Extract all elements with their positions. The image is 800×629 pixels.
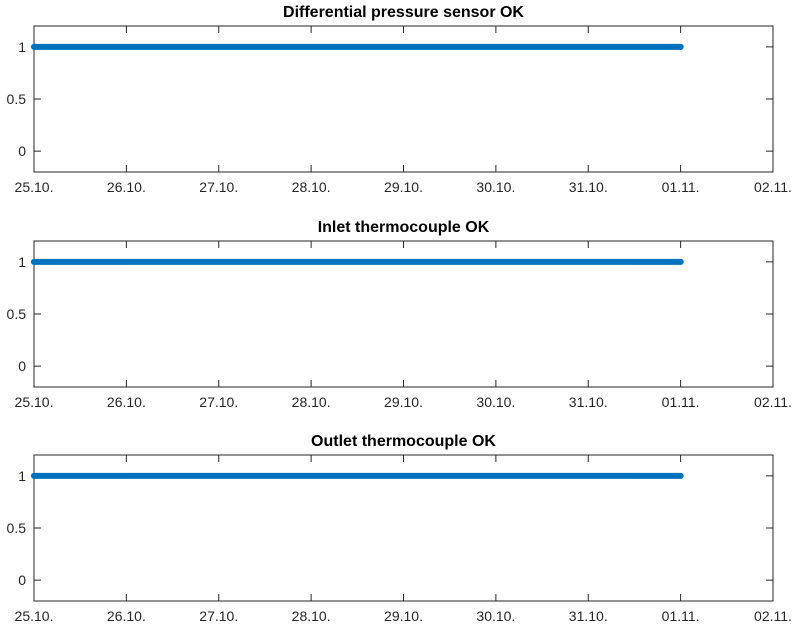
data-point (31, 43, 37, 50)
plot-frame (33, 25, 774, 173)
subplot-2: Inlet thermocouple OK 25.10. 26.10. 27.10. 2… (7, 219, 792, 410)
x-tick-label: 28.10. (292, 394, 331, 410)
x-tick-label: 31.10. (569, 394, 608, 410)
x-tick-label: 31.10. (569, 608, 608, 624)
x-tick-label: 02.11. (754, 394, 792, 410)
x-tick-label: 01.11. (662, 608, 700, 624)
y-tick-label: 0 (18, 572, 26, 588)
data-point (677, 472, 684, 479)
y-tick-label: 0 (18, 358, 26, 374)
subplot-3: Outlet thermocouple OK 25.10. 26.10. 27.10.… (7, 433, 792, 624)
data-point (31, 258, 37, 265)
plot-frame (33, 454, 774, 602)
x-tick-label: 01.11. (662, 394, 700, 410)
x-tick-label: 02.11. (754, 608, 792, 624)
x-tick-label: 02.11. (754, 179, 792, 195)
x-tick-label: 27.10. (199, 179, 238, 195)
data-point (677, 43, 684, 50)
data-point (31, 472, 37, 479)
chart-title: Outlet thermocouple OK (311, 433, 496, 450)
x-tick-label: 28.10. (292, 608, 331, 624)
x-tick-label: 29.10. (384, 394, 423, 410)
x-tick-label: 31.10. (569, 179, 608, 195)
x-tick-label: 28.10. (292, 179, 331, 195)
x-tick-label: 27.10. (199, 608, 238, 624)
plot-frame (33, 240, 774, 388)
x-tick-label: 25.10. (15, 394, 54, 410)
x-tick-label: 30.10. (476, 394, 515, 410)
y-tick-label: 1 (18, 39, 26, 55)
x-tick-label: 26.10. (107, 179, 146, 195)
x-tick-label: 26.10. (107, 608, 146, 624)
y-tick-label: 0.5 (7, 91, 27, 107)
subplot-1: Differential pressure sensor OK 25.10. 26.… (7, 4, 792, 195)
x-tick-label: 27.10. (199, 394, 238, 410)
y-tick-label: 0.5 (7, 306, 27, 322)
x-tick-label: 25.10. (15, 179, 54, 195)
x-tick-label: 29.10. (384, 179, 423, 195)
chart-title: Differential pressure sensor OK (283, 4, 524, 21)
x-tick-label: 01.11. (662, 179, 700, 195)
chart-title: Inlet thermocouple OK (318, 219, 490, 236)
x-tick-label: 29.10. (384, 608, 423, 624)
x-tick-label: 30.10. (476, 179, 515, 195)
y-tick-label: 0.5 (7, 520, 27, 536)
data-point (677, 258, 684, 265)
y-tick-label: 1 (18, 468, 26, 484)
y-tick-label: 1 (18, 254, 26, 270)
x-tick-label: 30.10. (476, 608, 515, 624)
y-tick-label: 0 (18, 143, 26, 159)
x-tick-label: 26.10. (107, 394, 146, 410)
x-tick-label: 25.10. (15, 608, 54, 624)
